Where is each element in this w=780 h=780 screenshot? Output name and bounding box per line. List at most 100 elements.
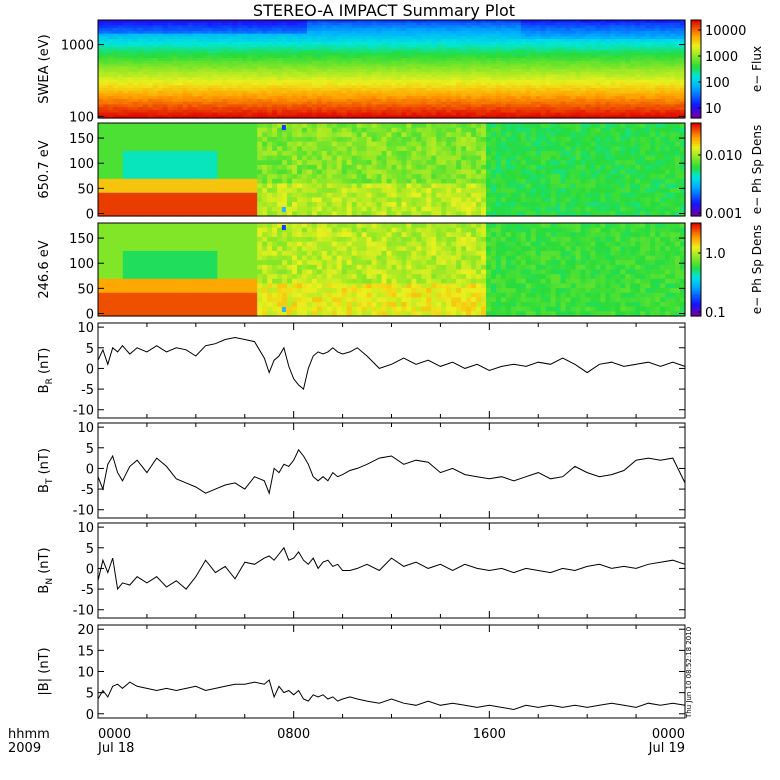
- heatmap-cell: [436, 20, 442, 24]
- heatmap-cell: [157, 36, 164, 40]
- heatmap-cell: [605, 33, 611, 37]
- heatmap-cell: [177, 63, 184, 67]
- heatmap-cell: [595, 77, 602, 81]
- heatmap-cell: [341, 39, 348, 43]
- heatmap-cell: [277, 41, 283, 46]
- heatmap-cell: [237, 96, 243, 100]
- heatmap-cell: [550, 30, 557, 35]
- heatmap-cell: [436, 55, 442, 59]
- heatmap-cell: [431, 85, 437, 89]
- colorbar-swatch: [691, 100, 701, 104]
- heatmap-cell: [655, 22, 661, 27]
- heatmap-cell: [341, 47, 348, 51]
- heatmap-cell: [192, 49, 199, 54]
- heatmap-cell: [456, 58, 462, 62]
- heatmap-cell: [391, 88, 398, 92]
- heatmap-cell: [311, 101, 318, 105]
- heatmap-cell: [530, 115, 537, 119]
- heatmap-cell: [122, 96, 129, 100]
- heatmap-cell: [162, 28, 169, 32]
- heatmap-cell: [142, 58, 149, 62]
- heatmap-cell: [625, 71, 631, 76]
- heatmap-cell: [197, 52, 204, 56]
- heatmap-cell: [98, 60, 104, 65]
- heatmap-cell: [132, 150, 139, 157]
- heatmap-cell: [217, 90, 223, 95]
- heatmap-cell: [625, 104, 631, 108]
- heatmap-cell: [222, 146, 228, 152]
- heatmap-cell: [262, 206, 268, 212]
- heatmap-cell: [630, 25, 636, 29]
- heatmap-cell: [107, 60, 114, 65]
- heatmap-cell: [102, 98, 109, 103]
- heatmap-cell: [187, 44, 194, 48]
- heatmap-cell: [292, 41, 298, 46]
- heatmap-cell: [247, 33, 253, 37]
- heatmap-cell: [416, 44, 422, 48]
- heatmap-cell: [401, 22, 408, 27]
- heatmap-cell: [486, 109, 492, 114]
- heatmap-cell: [212, 96, 218, 100]
- heatmap-cell: [625, 30, 631, 35]
- heatmap-cell: [481, 96, 487, 100]
- heatmap-cell: [137, 178, 144, 185]
- heatmap-cell: [222, 71, 228, 76]
- heatmap-cell: [366, 52, 373, 56]
- heatmap-cell: [610, 30, 616, 35]
- heatmap-cell: [202, 55, 209, 59]
- heatmap-cell: [311, 20, 318, 24]
- heatmap-cell: [476, 96, 482, 100]
- heatmap-cell: [481, 77, 487, 81]
- heatmap-cell: [242, 85, 248, 89]
- heatmap-cell: [600, 112, 606, 116]
- heatmap-cell: [396, 96, 403, 100]
- heatmap-cell: [237, 90, 243, 95]
- heatmap-cell: [152, 47, 159, 51]
- heatmap-cell: [426, 60, 432, 65]
- heatmap-cell: [535, 115, 542, 119]
- heatmap-cell: [247, 93, 253, 97]
- heatmap-cell: [655, 66, 661, 70]
- colorbar-swatch: [691, 44, 701, 48]
- heatmap-cell: [495, 74, 502, 78]
- heatmap-cell: [680, 79, 686, 84]
- heatmap-cell: [600, 22, 606, 27]
- heatmap-cell: [182, 36, 189, 40]
- heatmap-cell: [680, 85, 686, 89]
- heatmap-cell: [645, 88, 651, 92]
- heatmap-cell: [237, 36, 243, 40]
- heatmap-cell: [515, 85, 522, 89]
- heatmap-cell: [157, 28, 164, 32]
- heatmap-cell: [575, 109, 582, 114]
- heatmap-cell: [177, 206, 184, 212]
- heatmap-cell: [252, 109, 258, 114]
- heatmap-cell: [192, 115, 199, 119]
- heatmap-cell: [510, 66, 517, 70]
- heatmap-cell: [655, 115, 661, 119]
- heatmap-cell: [182, 164, 189, 171]
- heatmap-cell: [147, 28, 154, 32]
- heatmap-cell: [336, 85, 343, 89]
- heatmap-cell: [107, 49, 114, 54]
- heatmap-cell: [107, 197, 114, 203]
- heatmap-cell: [451, 98, 457, 103]
- heatmap-cell: [351, 109, 358, 114]
- heatmap-cell: [585, 41, 592, 46]
- heatmap-cell: [197, 39, 204, 43]
- heatmap-cell: [277, 36, 283, 40]
- heatmap-cell: [127, 39, 134, 43]
- heatmap-cell: [525, 25, 532, 29]
- heatmap-cell: [416, 30, 422, 35]
- heatmap-cell: [421, 98, 427, 103]
- heatmap-cell: [102, 160, 109, 166]
- heatmap-cell: [431, 69, 437, 73]
- heatmap-cell: [500, 93, 507, 97]
- heatmap-cell: [262, 69, 268, 73]
- heatmap-cell: [411, 25, 417, 29]
- heatmap-cell: [500, 47, 507, 51]
- heatmap-cell: [545, 55, 552, 59]
- heatmap-cell: [396, 28, 403, 32]
- heatmap-cell: [620, 98, 626, 103]
- heatmap-cell: [98, 98, 104, 103]
- heatmap-cell: [421, 101, 427, 105]
